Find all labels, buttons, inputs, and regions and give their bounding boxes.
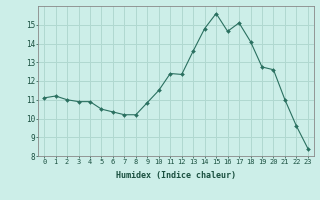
X-axis label: Humidex (Indice chaleur): Humidex (Indice chaleur) (116, 171, 236, 180)
